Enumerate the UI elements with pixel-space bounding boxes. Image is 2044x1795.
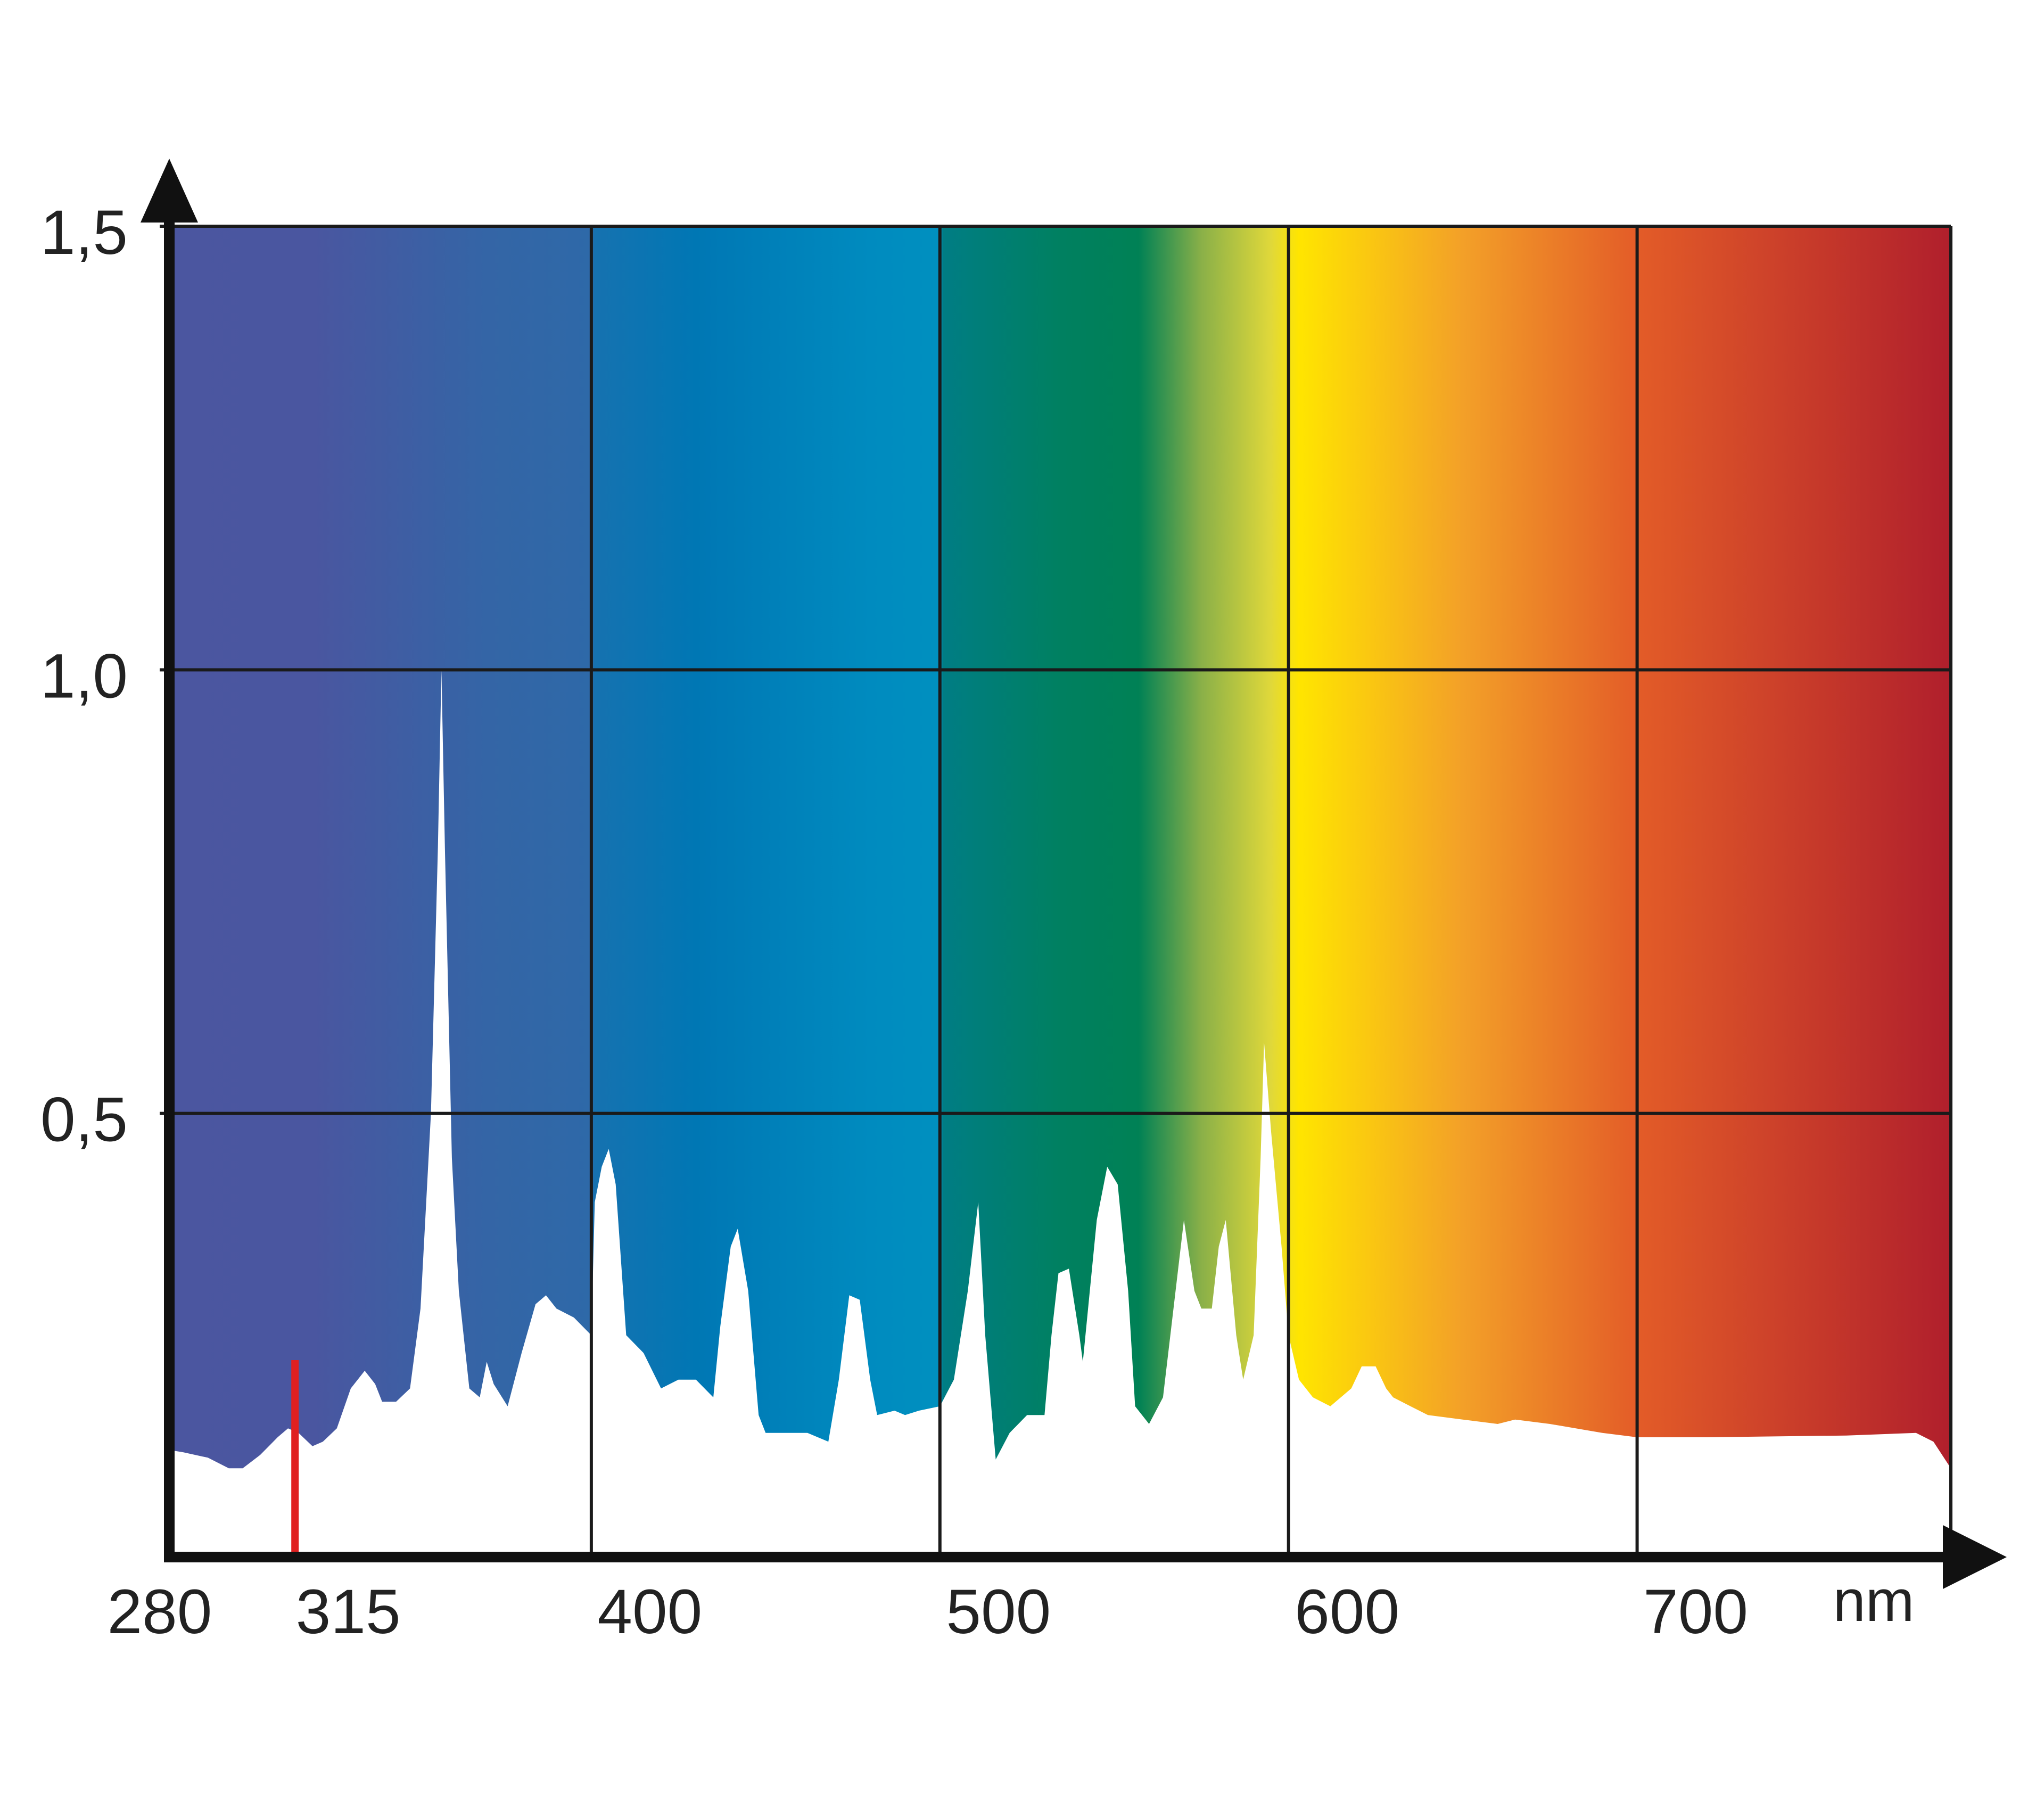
y-tick-label: 0,5 bbox=[40, 1085, 128, 1155]
grid-lines bbox=[160, 225, 1952, 1557]
x-axis-arrow-icon bbox=[1943, 1525, 2007, 1589]
x-tick-label: 280 bbox=[108, 1577, 212, 1647]
x-tick-labels: 280 315 400 500 600 700 bbox=[108, 1577, 1748, 1647]
plot-area bbox=[173, 226, 1951, 1557]
x-tick-label: 700 bbox=[1643, 1577, 1748, 1647]
y-axis-arrow-icon bbox=[141, 159, 198, 223]
y-tick-label: 1,0 bbox=[40, 641, 128, 711]
y-tick-labels: 0,5 1,0 1,5 bbox=[40, 197, 128, 1155]
x-tick-label: 315 bbox=[296, 1577, 401, 1647]
x-unit-label: nm bbox=[1833, 1568, 1915, 1634]
axes bbox=[141, 159, 2007, 1589]
x-tick-label: 600 bbox=[1295, 1577, 1399, 1647]
y-tick-label: 1,5 bbox=[40, 197, 128, 268]
emission-curve-area bbox=[173, 670, 1951, 1557]
x-tick-label: 400 bbox=[597, 1577, 702, 1647]
x-tick-label: 500 bbox=[946, 1577, 1051, 1647]
